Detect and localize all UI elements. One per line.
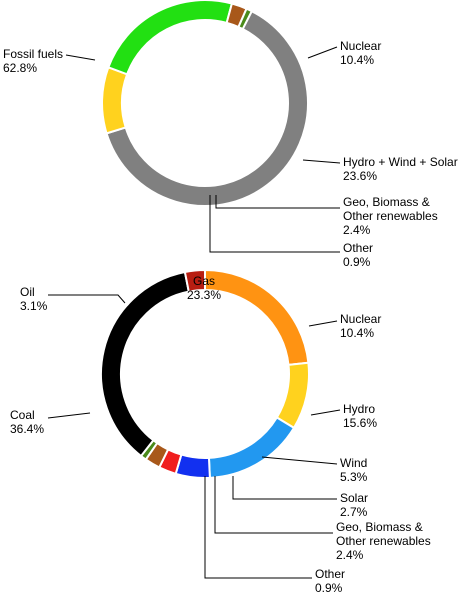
label-solar-line: 2.7% (340, 505, 368, 519)
slice-oil (183, 268, 206, 293)
label-geo-biomass-and-other-renewables: Geo, Biomass & Other renewables 2.4% (336, 520, 431, 562)
label-nuclear-leader (307, 46, 338, 59)
label-oil: Oil 3.1% (20, 285, 48, 313)
slice-fossil-fuels (105, 9, 309, 207)
label-other-leader (209, 195, 340, 253)
donut-slices (100, 268, 310, 479)
label-geo-biomass-and-other-renewables-line: Geo, Biomass & (343, 195, 430, 209)
label-fossil-fuels-line: 62.8% (3, 61, 37, 75)
label-other-leader (204, 476, 312, 579)
label-gas-line: Gas (193, 274, 215, 288)
label-hydro-wind-solar-line: Hydro + Wind + Solar (343, 155, 458, 169)
label-geo-biomass-and-other-renewables: Geo, Biomass & Other renewables 2.4% (343, 195, 438, 237)
label-nuclear-line: 10.4% (340, 53, 374, 67)
label-fossil-fuels-leader (65, 54, 96, 61)
label-geo-biomass-and-other-renewables-leader (215, 195, 340, 209)
label-fossil-fuels: Fossil fuels 62.8% (3, 47, 63, 75)
label-solar-line: Solar (340, 491, 368, 505)
label-geo-biomass-and-other-renewables-line: 2.4% (336, 548, 364, 562)
label-solar-leader (232, 476, 337, 500)
label-nuclear: Nuclear 10.4% (340, 39, 381, 67)
label-nuclear-line: 10.4% (340, 326, 374, 340)
donut-slices (101, 0, 309, 207)
label-wind-line: Wind (340, 456, 367, 470)
donut-labels: Fossil fuels 62.8% Nuclear 10.4% Hydro + Win… (3, 39, 458, 269)
label-hydro-wind-solar-line: 23.6% (343, 169, 377, 183)
label-hydro-leader (310, 409, 341, 416)
label-solar: Solar 2.7% (340, 491, 368, 519)
label-coal-line: 36.4% (10, 422, 44, 436)
label-oil-leader (48, 294, 126, 304)
slice-other (237, 7, 254, 31)
label-gas-line: 23.3% (187, 288, 221, 302)
label-geo-biomass-and-other-renewables-line: Other renewables (336, 534, 431, 548)
label-geo-biomass-and-other-renewables-line: 2.4% (343, 223, 371, 237)
label-hydro-line: 15.6% (343, 416, 377, 430)
label-gas: Gas 23.3% (187, 274, 221, 302)
label-nuclear-leader (308, 320, 338, 327)
label-oil-line: 3.1% (20, 299, 48, 313)
label-other-line: Other (343, 241, 373, 255)
label-other-line: Other (315, 567, 345, 581)
label-coal-line: Coal (10, 408, 35, 422)
slice-hydro (207, 416, 296, 479)
label-other: Other 0.9% (343, 241, 373, 269)
label-other-line: 0.9% (315, 581, 343, 595)
label-nuclear: Nuclear 10.4% (340, 312, 381, 340)
label-nuclear-line: Nuclear (340, 39, 381, 53)
label-oil-line: Oil (20, 285, 35, 299)
slice-gas (204, 268, 310, 367)
slice-nuclear (275, 361, 310, 430)
donut-chart-2: Gas 23.3% Nuclear 10.4% Hydro 15.6% Wind 5.3% So… (10, 268, 431, 595)
label-coal: Coal 36.4% (10, 408, 44, 436)
label-fossil-fuels-line: Fossil fuels (3, 47, 63, 61)
label-other-line: 0.9% (343, 255, 371, 269)
label-hydro-wind-solar-leader (302, 159, 341, 164)
donut-labels: Gas 23.3% Nuclear 10.4% Hydro 15.6% Wind 5.3% So… (10, 274, 431, 595)
label-wind-line: 5.3% (340, 470, 368, 484)
label-wind: Wind 5.3% (340, 456, 368, 484)
label-coal-leader (47, 412, 91, 419)
label-wind-leader (261, 456, 338, 465)
label-hydro: Hydro 15.6% (343, 402, 377, 430)
slice-coal (100, 270, 190, 458)
donut-chart-1: Fossil fuels 62.8% Nuclear 10.4% Hydro + Win… (3, 0, 458, 269)
label-geo-biomass-and-other-renewables-line: Geo, Biomass & (336, 520, 423, 534)
label-nuclear-line: Nuclear (340, 312, 381, 326)
label-geo-biomass-and-other-renewables-line: Other renewables (343, 209, 438, 223)
label-hydro-wind-solar: Hydro + Wind + Solar 23.6% (343, 155, 458, 183)
slice-nuclear (101, 66, 129, 135)
label-hydro-line: Hydro (343, 402, 375, 416)
label-geo-biomass-and-other-renewables-leader (214, 476, 333, 534)
label-other: Other 0.9% (315, 567, 345, 595)
slice-hydro-wind-solar (107, 0, 234, 76)
